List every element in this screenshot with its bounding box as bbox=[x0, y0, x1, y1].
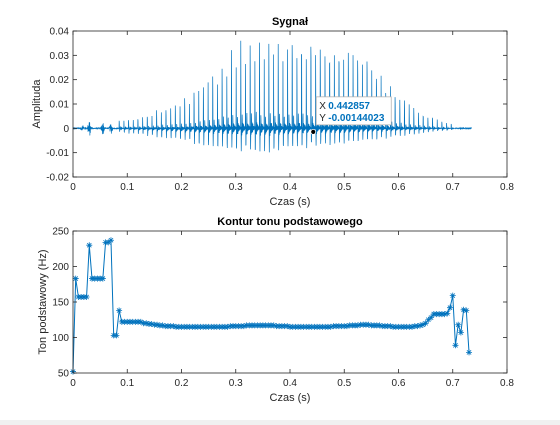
pitch-point bbox=[419, 321, 426, 328]
pitch-point bbox=[343, 323, 350, 330]
pitch-point bbox=[224, 323, 231, 330]
pitch-x-tick-label: 0.6 bbox=[392, 378, 406, 389]
pitch-point bbox=[452, 342, 459, 349]
pitch-point bbox=[113, 332, 120, 339]
pitch-point bbox=[137, 318, 144, 325]
pitch-point bbox=[449, 292, 456, 299]
signal-y-tick-label: 0.02 bbox=[50, 75, 70, 86]
signal-line bbox=[72, 40, 472, 153]
pitch-point bbox=[354, 322, 361, 329]
signal-x-tick-label: 0.5 bbox=[337, 182, 351, 193]
signal-x-tick-label: 0.8 bbox=[500, 182, 514, 193]
pitch-y-tick-label: 250 bbox=[52, 227, 69, 238]
pitch-point bbox=[327, 323, 334, 330]
signal-x-tick-label: 0.7 bbox=[446, 182, 460, 193]
pitch-point bbox=[463, 307, 470, 314]
pitch-point bbox=[447, 304, 454, 311]
pitch-point bbox=[86, 242, 93, 249]
signal-y-tick-label: 0.04 bbox=[50, 27, 70, 38]
signal-y-tick-label: 0.03 bbox=[50, 51, 70, 62]
pitch-y-ticks: 50 100 150 200 250 bbox=[52, 227, 507, 380]
pitch-point bbox=[107, 237, 114, 244]
pitch-point bbox=[376, 322, 383, 329]
data-tip[interactable]: X 0.442857 Y -0.00144023 bbox=[310, 96, 392, 135]
signal-axes: 0 0.1 0.2 0.3 0.4 0.5 0.6 0.7 0.8 -0.02 -0.01 0 0.0… bbox=[31, 16, 514, 208]
signal-x-ticks: 0 0.1 0.2 0.3 0.4 0.5 0.6 0.7 0.8 bbox=[70, 31, 514, 193]
pitch-point bbox=[466, 349, 473, 356]
pitch-point bbox=[417, 322, 424, 329]
pitch-point bbox=[428, 314, 435, 321]
pitch-x-tick-label: 0.4 bbox=[283, 378, 297, 389]
pitch-point bbox=[409, 323, 416, 330]
pitch-x-tick-label: 0.7 bbox=[446, 378, 460, 389]
pitch-point bbox=[455, 321, 462, 328]
pitch-point bbox=[425, 316, 432, 323]
signal-y-tick-label: 0 bbox=[63, 124, 69, 135]
signal-plot-area bbox=[73, 31, 507, 177]
data-tip-y-value: -0.00144023 bbox=[328, 113, 385, 124]
signal-x-tick-label: 0.3 bbox=[229, 182, 243, 193]
pitch-x-ticks: 0 0.1 0.2 0.3 0.4 0.5 0.6 0.7 0.8 bbox=[70, 231, 514, 389]
pitch-point bbox=[159, 322, 166, 329]
pitch-x-tick-label: 0.1 bbox=[120, 378, 134, 389]
pitch-point bbox=[457, 329, 464, 336]
signal-waveform bbox=[72, 40, 472, 153]
pitch-y-label: Ton podstawowy (Hz) bbox=[37, 249, 49, 354]
pitch-point bbox=[460, 306, 467, 313]
pitch-plot-area bbox=[73, 231, 507, 373]
pitch-point bbox=[441, 311, 448, 318]
pitch-point bbox=[148, 321, 155, 328]
data-tip-marker[interactable] bbox=[310, 128, 317, 135]
signal-title: Sygnał bbox=[272, 16, 308, 28]
pitch-y-tick-label: 100 bbox=[52, 333, 69, 344]
pitch-axes: 0 0.1 0.2 0.3 0.4 0.5 0.6 0.7 0.8 50 100 150 200 250… bbox=[37, 216, 514, 404]
pitch-point bbox=[240, 323, 247, 330]
data-tip-y-label: Y bbox=[319, 113, 326, 124]
pitch-point bbox=[83, 294, 90, 301]
pitch-point bbox=[270, 322, 277, 329]
pitch-title: Kontur tonu podstawowego bbox=[217, 216, 363, 228]
pitch-point bbox=[154, 321, 161, 328]
pitch-point bbox=[105, 239, 112, 246]
pitch-x-tick-label: 0.5 bbox=[337, 378, 351, 389]
data-tip-x-value: 0.442857 bbox=[328, 101, 370, 112]
pitch-point bbox=[72, 275, 79, 282]
pitch-point bbox=[444, 310, 451, 317]
pitch-x-tick-label: 0.2 bbox=[175, 378, 189, 389]
pitch-series bbox=[70, 237, 473, 375]
pitch-y-tick-label: 200 bbox=[52, 262, 69, 273]
pitch-x-label: Czas (s) bbox=[270, 392, 311, 404]
pitch-y-tick-label: 150 bbox=[52, 298, 69, 309]
signal-x-tick-label: 0 bbox=[70, 182, 76, 193]
data-tip-box[interactable] bbox=[315, 96, 392, 126]
pitch-point bbox=[170, 323, 177, 330]
signal-y-tick-label: 0.01 bbox=[50, 100, 70, 111]
signal-x-tick-label: 0.1 bbox=[120, 182, 134, 193]
pitch-x-tick-label: 0.3 bbox=[229, 378, 243, 389]
signal-y-tick-label: -0.01 bbox=[46, 148, 69, 159]
pitch-y-tick-label: 50 bbox=[58, 369, 70, 380]
data-tip-x-label: X bbox=[319, 101, 326, 112]
pitch-point bbox=[414, 323, 421, 330]
pitch-point bbox=[143, 320, 150, 327]
pitch-x-tick-label: 0 bbox=[70, 378, 76, 389]
pitch-point bbox=[284, 323, 291, 330]
signal-x-label: Czas (s) bbox=[270, 196, 311, 208]
signal-y-label: Amplituda bbox=[31, 79, 43, 129]
signal-x-tick-label: 0.6 bbox=[392, 182, 406, 193]
pitch-point bbox=[365, 321, 372, 328]
pitch-point bbox=[99, 275, 106, 282]
signal-x-tick-label: 0.2 bbox=[175, 182, 189, 193]
pitch-point bbox=[116, 307, 123, 314]
signal-x-tick-label: 0.4 bbox=[283, 182, 297, 193]
signal-y-tick-label: -0.02 bbox=[46, 173, 69, 184]
pitch-point bbox=[387, 323, 394, 330]
pitch-point bbox=[422, 320, 429, 327]
pitch-x-tick-label: 0.8 bbox=[500, 378, 514, 389]
signal-y-ticks: -0.02 -0.01 0 0.01 0.02 0.03 0.04 bbox=[46, 27, 507, 184]
